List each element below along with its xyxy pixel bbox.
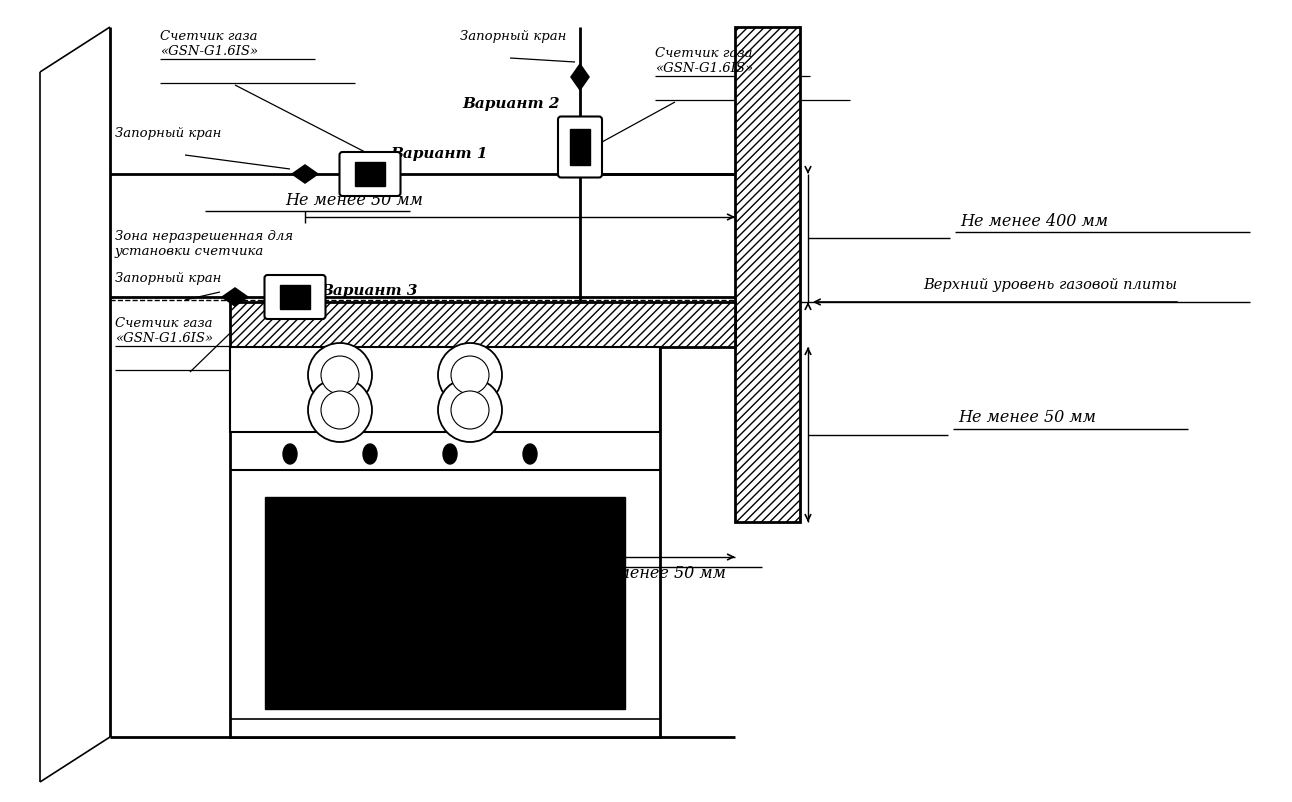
Text: Не менее 50 мм: Не менее 50 мм [957,410,1096,427]
Text: Запорный кран: Запорный кран [115,272,221,285]
Bar [280,285,310,310]
Bar [230,347,660,432]
Text: Не менее 50 мм: Не менее 50 мм [286,192,422,209]
Text: Счетчик газа
«GSN-G1.6IS»: Счетчик газа «GSN-G1.6IS» [655,47,753,75]
Ellipse shape [523,444,537,464]
Polygon shape [292,165,318,183]
Text: Вариант 1: Вариант 1 [390,147,487,161]
FancyBboxPatch shape [265,275,326,319]
Ellipse shape [283,444,297,464]
Text: Вариант 3: Вариант 3 [320,284,417,298]
Ellipse shape [363,444,377,464]
Text: Счетчик газа
«GSN-G1.6IS»: Счетчик газа «GSN-G1.6IS» [115,317,213,345]
Text: Запорный кран: Запорный кран [115,127,221,140]
Text: Не менее 400 мм: Не менее 400 мм [960,213,1109,230]
Text: Вариант 2: Вариант 2 [463,97,559,111]
Circle shape [438,343,503,407]
Circle shape [307,378,372,442]
Text: Запорный кран: Запорный кран [460,30,566,43]
Ellipse shape [443,444,457,464]
Circle shape [438,378,503,442]
Text: Верхний уровень газовой плиты: Верхний уровень газовой плиты [922,278,1177,292]
Polygon shape [222,288,248,306]
Polygon shape [571,64,589,90]
Text: Зона неразрешенная для
установки счетчика: Зона неразрешенная для установки счетчик… [115,230,293,258]
Bar [230,347,660,737]
Circle shape [320,391,359,429]
Bar [735,27,800,522]
FancyBboxPatch shape [558,116,602,177]
Circle shape [451,391,488,429]
Bar [570,129,590,165]
Text: Не менее 50 мм: Не менее 50 мм [589,565,726,582]
Circle shape [451,356,488,394]
Text: Счетчик газа
«GSN-G1.6IS»: Счетчик газа «GSN-G1.6IS» [160,30,258,58]
Bar [355,162,385,186]
Circle shape [320,356,359,394]
Circle shape [307,343,372,407]
FancyBboxPatch shape [340,152,401,196]
Bar [230,302,735,347]
Bar [265,497,625,709]
